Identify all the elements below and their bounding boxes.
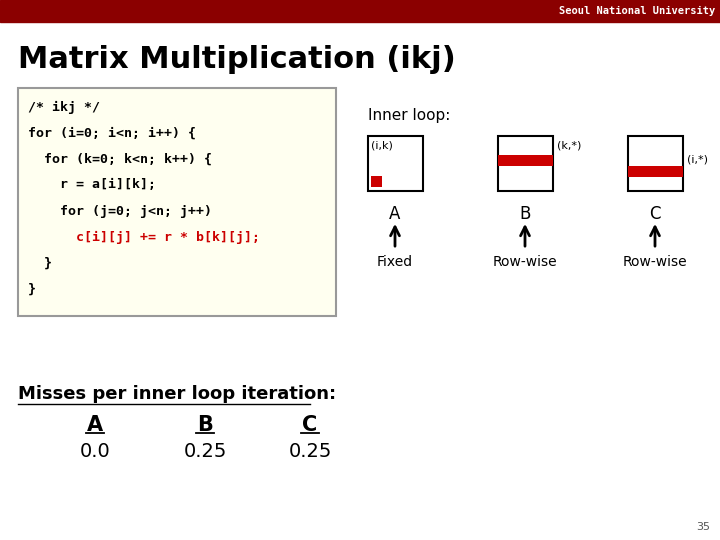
Bar	[0, 0, 720, 22]
Bar	[18, 88, 336, 316]
Text: 0.25: 0.25	[184, 442, 227, 461]
Text: Misses per inner loop iteration:: Misses per inner loop iteration:	[18, 385, 336, 403]
Text: A: A	[87, 415, 103, 435]
Bar	[628, 136, 683, 191]
Text: /* ikj */: /* ikj */	[28, 100, 100, 113]
Text: Row-wise: Row-wise	[623, 255, 688, 269]
Text: Inner loop:: Inner loop:	[368, 108, 451, 123]
Bar	[371, 176, 382, 187]
Text: Matrix Multiplication (ikj): Matrix Multiplication (ikj)	[18, 45, 456, 75]
Text: for (j=0; j<n; j++): for (j=0; j<n; j++)	[28, 205, 212, 218]
Text: for (k=0; k<n; k++) {: for (k=0; k<n; k++) {	[28, 152, 212, 165]
Text: Row-wise: Row-wise	[492, 255, 557, 269]
Bar	[368, 136, 423, 191]
Text: r = a[i][k];: r = a[i][k];	[28, 179, 156, 192]
Text: }: }	[28, 256, 52, 269]
Text: C: C	[649, 205, 661, 223]
Text: A: A	[390, 205, 401, 223]
Text: Fixed: Fixed	[377, 255, 413, 269]
Text: 0.25: 0.25	[288, 442, 332, 461]
Text: Seoul National University: Seoul National University	[559, 6, 715, 16]
Bar	[628, 166, 683, 177]
Text: 0.0: 0.0	[80, 442, 110, 461]
Text: (i,*): (i,*)	[687, 155, 708, 165]
Text: }: }	[28, 282, 36, 295]
Text: B: B	[519, 205, 531, 223]
Bar	[498, 136, 553, 191]
Text: c[i][j] += r * b[k][j];: c[i][j] += r * b[k][j];	[28, 231, 260, 244]
Text: 35: 35	[696, 522, 710, 532]
Text: C: C	[302, 415, 318, 435]
Text: (i,k): (i,k)	[371, 140, 393, 150]
Text: for (i=0; i<n; i++) {: for (i=0; i<n; i++) {	[28, 126, 196, 139]
Text: (k,*): (k,*)	[557, 140, 581, 150]
Bar	[498, 155, 553, 166]
Text: B: B	[197, 415, 213, 435]
